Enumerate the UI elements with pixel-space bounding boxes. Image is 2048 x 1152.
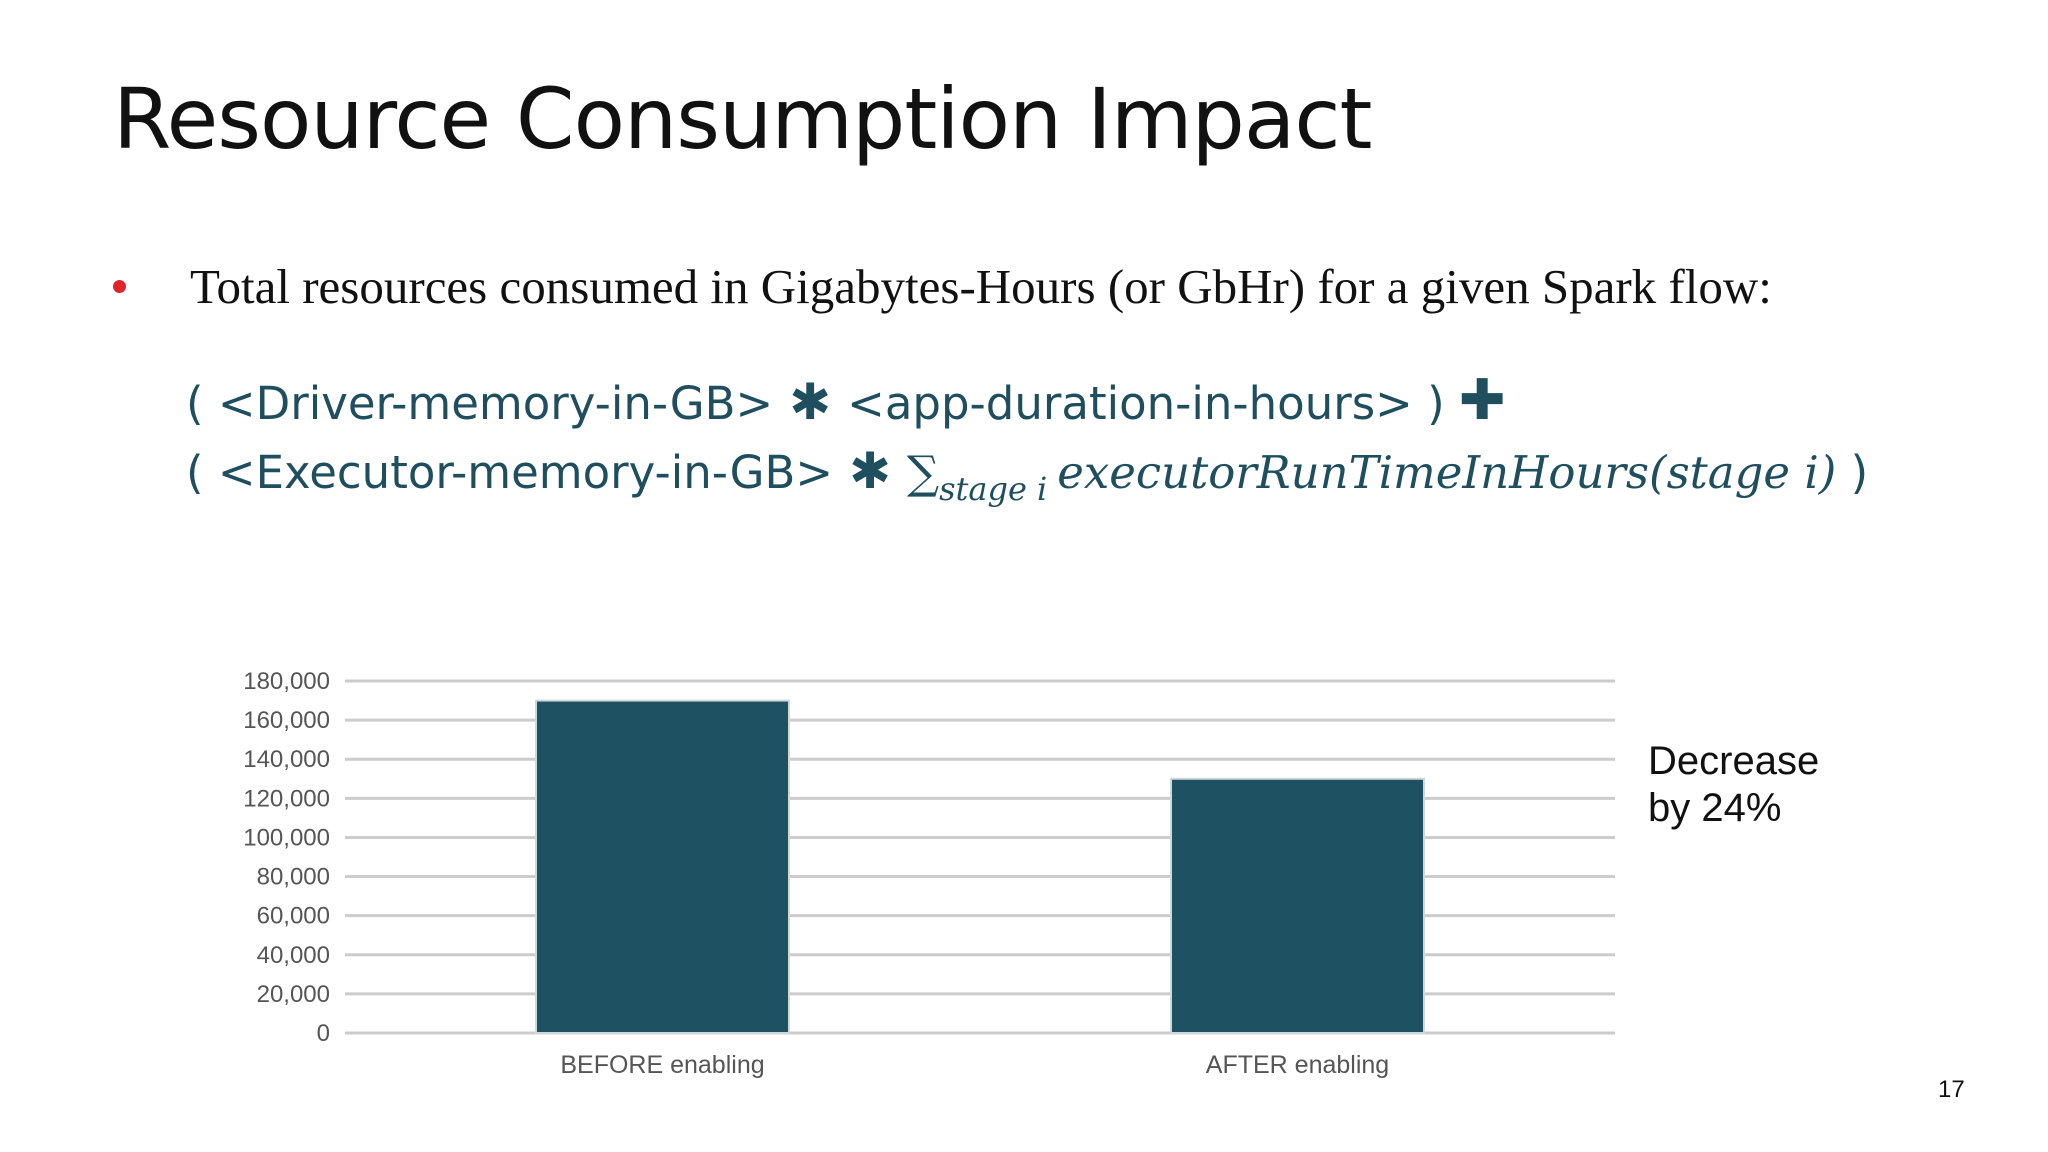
bar [535,699,790,1034]
formula-line-2: ( <Executor-memory-in-GB> ✱ ∑stage i execut… [186,442,1869,508]
y-tick-label: 0 [317,1020,330,1047]
y-tick-label: 160,000 [243,707,330,734]
multiply-icon: ✱ [789,373,832,431]
y-tick-label: 40,000 [257,942,330,969]
y-tick-label: 60,000 [257,903,330,930]
y-tick-label: 100,000 [243,824,330,851]
y-tick-label: 80,000 [257,864,330,891]
plus-icon: ✚ [1458,368,1506,433]
sum-subscript: stage i [939,470,1048,508]
formula-duration-term: <app-duration-in-hours> ) [847,377,1445,430]
y-tick-label: 120,000 [243,785,330,812]
formula-executor-term: ( <Executor-memory-in-GB> [186,446,834,499]
bar [1170,777,1425,1034]
page-number: 17 [1938,1076,1965,1103]
multiply-icon: ✱ [849,442,891,500]
bullet-dot-icon [113,280,126,293]
slide-title: Resource Consumption Impact [113,70,1372,168]
formula-driver-term: ( <Driver-memory-in-GB> [186,377,774,430]
y-tick-label: 140,000 [243,746,330,773]
decrease-annotation: Decrease by 24% [1648,738,1819,832]
formula-close-paren: ) [1836,446,1869,499]
x-category-label: AFTER enabling [1206,1051,1389,1079]
y-tick-label: 20,000 [257,981,330,1008]
bullet-text: Total resources consumed in Gigabytes-Ho… [190,259,1772,314]
annotation-line-1: Decrease [1648,739,1820,783]
annotation-line-2: by 24% [1648,786,1782,830]
sigma-icon: ∑ [906,446,940,499]
formula-line-1: ( <Driver-memory-in-GB> ✱ <app-duration-in… [186,368,1506,433]
formula-runtime-expr: executorRunTimeInHours(stage i) [1057,446,1837,499]
x-category-label: BEFORE enabling [560,1051,764,1079]
y-tick-label: 180,000 [243,668,330,695]
